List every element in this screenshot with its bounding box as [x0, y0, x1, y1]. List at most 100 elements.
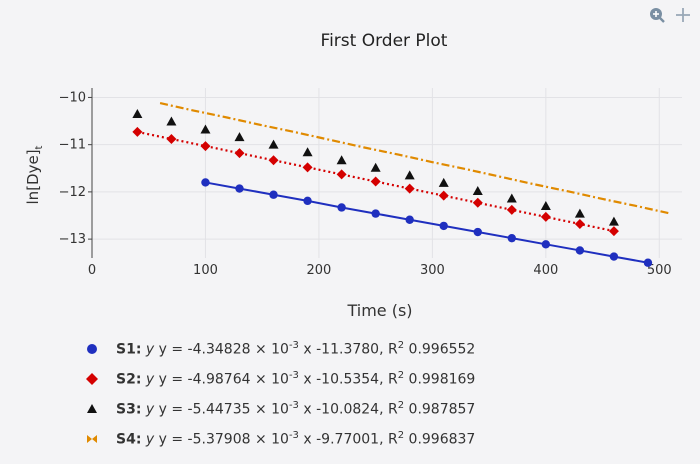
- axes: 0 100 200 300 400 500 −10 −11 −12 −13: [59, 88, 672, 278]
- data-point-s3[interactable]: [608, 216, 619, 226]
- data-point-s3[interactable]: [200, 124, 211, 134]
- legend-exponent: -3: [288, 430, 299, 442]
- data-point-s3[interactable]: [166, 116, 177, 126]
- data-point-s2[interactable]: [506, 204, 517, 215]
- legend-equation: y = -4.34828 × 10: [158, 341, 289, 358]
- legend-equation: y = -5.37908 × 10: [158, 431, 289, 448]
- data-point-s1[interactable]: [643, 258, 653, 267]
- legend: S1: y y = -4.34828 × 10-3 x -11.3780, R2…: [78, 334, 518, 454]
- y-axis-label-main: ln[Dye]: [24, 149, 42, 204]
- data-point-s3[interactable]: [438, 177, 449, 187]
- data-point-s3[interactable]: [132, 108, 143, 118]
- data-point-s1[interactable]: [337, 203, 346, 212]
- data-point-s4[interactable]: [257, 121, 268, 130]
- data-point-s3[interactable]: [540, 201, 551, 211]
- data-point-s3[interactable]: [302, 147, 313, 157]
- legend-equation: y = -5.44735 × 10: [158, 401, 289, 418]
- data-point-s2[interactable]: [608, 226, 619, 237]
- data-point-s3[interactable]: [268, 139, 279, 149]
- legend-r2-exponent: 2: [397, 430, 405, 442]
- data-point-s2[interactable]: [234, 148, 245, 159]
- legend-text-s4: S4: y y = -5.37908 × 10-3 x -9.77001, R2…: [116, 430, 476, 448]
- data-point-s2[interactable]: [574, 219, 585, 229]
- series-line-s2: [137, 130, 615, 233]
- legend-r2: 0.998169: [408, 371, 476, 388]
- grid: [91, 88, 682, 258]
- y-tick-label: −13: [59, 232, 86, 247]
- legend-equation-tail: x -9.77001, R: [303, 431, 398, 448]
- data-point-s4[interactable]: [597, 194, 608, 203]
- y-tick-label: −12: [59, 185, 86, 200]
- data-point-s1[interactable]: [269, 190, 278, 199]
- data-point-s4[interactable]: [189, 106, 200, 115]
- data-point-s3[interactable]: [336, 155, 347, 165]
- data-point-s2[interactable]: [302, 162, 313, 173]
- legend-marker-s3: [87, 404, 97, 413]
- x-tick-label: 500: [647, 263, 672, 278]
- legend-text-s1: S1: y y = -4.34828 × 10-3 x -11.3780, R2…: [116, 340, 476, 358]
- legend-row-s3: S3: y y = -5.44735 × 10-3 x -10.0824, R2…: [78, 394, 518, 424]
- x-tick-label: 100: [193, 263, 218, 278]
- legend-marker-s1: [87, 344, 97, 354]
- legend-exponent: -3: [288, 340, 299, 352]
- data-point-s4[interactable]: [325, 135, 336, 144]
- legend-text-s2: S2: y y = -4.98764 × 10-3 x -10.5354, R2…: [116, 370, 476, 388]
- data-point-s3[interactable]: [574, 208, 585, 218]
- data-point-s2[interactable]: [438, 190, 449, 201]
- legend-text-s3: S3: y y = -5.44735 × 10-3 x -10.0824, R2…: [116, 400, 476, 418]
- chart-toolbar: [648, 6, 692, 24]
- y-tick-label: −11: [59, 138, 86, 153]
- data-point-s4[interactable]: [427, 158, 438, 167]
- data-point-s4[interactable]: [155, 99, 166, 108]
- data-point-s1[interactable]: [405, 215, 414, 224]
- data-point-s4[interactable]: [461, 165, 472, 174]
- data-point-s4[interactable]: [529, 180, 540, 189]
- data-point-s3[interactable]: [404, 170, 415, 180]
- data-point-s2[interactable]: [370, 176, 381, 187]
- data-point-s3[interactable]: [472, 185, 483, 195]
- legend-equation: y = -4.98764 × 10: [158, 371, 289, 388]
- data-point-s3[interactable]: [506, 193, 517, 203]
- data-point-s1[interactable]: [609, 252, 619, 261]
- legend-r2-exponent: 2: [397, 370, 405, 382]
- series-line-s1: [205, 181, 649, 264]
- data-point-s2[interactable]: [268, 155, 279, 166]
- data-point-s2[interactable]: [166, 134, 177, 144]
- data-point-s1[interactable]: [371, 209, 380, 218]
- data-point-s4[interactable]: [223, 113, 234, 122]
- data-point-s1[interactable]: [201, 178, 210, 187]
- x-tick-label: 0: [88, 263, 96, 278]
- data-point-s2[interactable]: [336, 169, 347, 180]
- data-point-s4[interactable]: [393, 150, 404, 159]
- data-point-s4[interactable]: [563, 187, 574, 196]
- x-tick-label: 200: [307, 263, 332, 278]
- crosshair-move-icon[interactable]: [674, 6, 692, 24]
- data-point-s4[interactable]: [665, 209, 676, 218]
- data-point-s1[interactable]: [303, 196, 312, 206]
- legend-series-label: S4:: [116, 431, 142, 448]
- data-point-s3[interactable]: [234, 132, 245, 142]
- data-point-s4[interactable]: [631, 202, 642, 211]
- data-point-s2[interactable]: [200, 141, 211, 152]
- legend-row-s4: S4: y y = -5.37908 × 10-3 x -9.77001, R2…: [78, 424, 518, 454]
- data-point-s1[interactable]: [541, 240, 551, 249]
- data-point-s2[interactable]: [472, 197, 483, 208]
- y-axis-label-group: ln[Dye]t: [24, 145, 45, 204]
- chart-title: First Order Plot: [321, 31, 448, 51]
- data-point-s2[interactable]: [404, 183, 415, 194]
- data-point-s4[interactable]: [359, 143, 370, 152]
- data-point-s1[interactable]: [575, 246, 585, 255]
- data-point-s2[interactable]: [132, 126, 143, 137]
- data-point-s1[interactable]: [473, 227, 482, 237]
- legend-r2-exponent: 2: [397, 340, 405, 352]
- data-point-s3[interactable]: [370, 162, 381, 172]
- data-point-s4[interactable]: [291, 128, 302, 137]
- magnifier-plus-icon[interactable]: [648, 6, 666, 24]
- data-point-s1[interactable]: [235, 184, 244, 193]
- data-point-s1[interactable]: [439, 221, 448, 231]
- data-point-s4[interactable]: [495, 172, 506, 181]
- data-point-s2[interactable]: [540, 211, 551, 222]
- legend-marker-s4: [87, 435, 97, 443]
- series-line-s4: [159, 102, 671, 215]
- data-point-s1[interactable]: [507, 233, 517, 243]
